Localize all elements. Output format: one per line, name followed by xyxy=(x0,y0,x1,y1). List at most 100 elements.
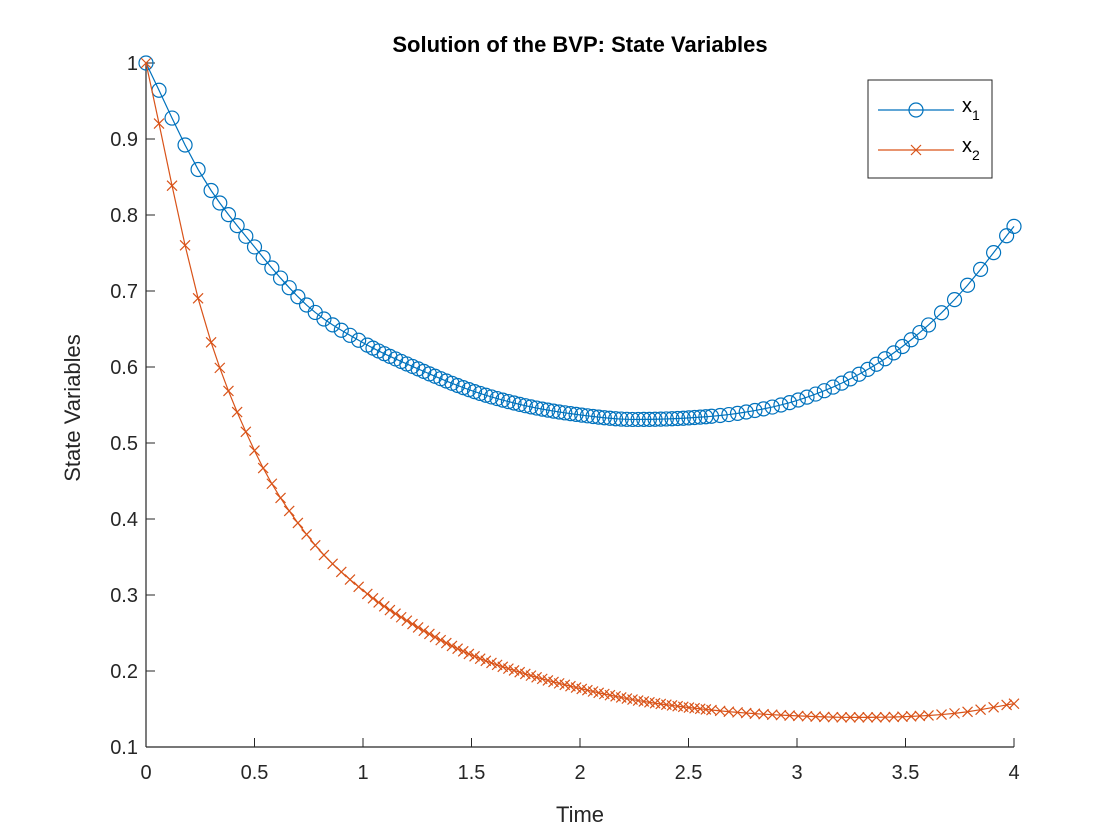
data-point xyxy=(390,608,401,620)
data-point xyxy=(545,403,562,419)
data-point xyxy=(517,398,533,414)
data-point xyxy=(923,710,934,721)
data-point xyxy=(452,643,464,655)
data-point xyxy=(344,574,356,585)
data-point xyxy=(140,57,152,69)
data-point xyxy=(523,399,539,415)
data-point xyxy=(257,462,269,474)
data-point xyxy=(912,324,928,341)
data-point xyxy=(836,711,848,723)
data-point xyxy=(860,361,876,378)
data-point xyxy=(153,118,165,129)
data-point xyxy=(723,706,735,718)
data-point xyxy=(446,640,458,652)
data-point xyxy=(986,245,1002,261)
data-point xyxy=(624,411,641,428)
legend-label: x2 xyxy=(962,135,980,163)
data-point xyxy=(384,604,396,616)
series-x1 xyxy=(138,55,1022,428)
data-point xyxy=(1006,218,1022,234)
series-x2 xyxy=(140,57,1020,723)
data-point xyxy=(463,648,475,660)
data-point xyxy=(825,379,841,395)
data-point xyxy=(378,600,390,612)
data-point xyxy=(681,410,697,426)
data-point xyxy=(790,392,806,408)
data-point xyxy=(429,631,441,643)
data-point xyxy=(551,404,567,420)
data-point xyxy=(495,392,511,408)
x-tick-label: 3.5 xyxy=(892,762,920,784)
data-point xyxy=(591,409,607,425)
legend-marker xyxy=(910,144,922,156)
data-point xyxy=(766,709,778,721)
data-point xyxy=(266,478,278,490)
data-point xyxy=(491,659,503,671)
y-tick-label: 0.2 xyxy=(110,661,138,683)
x-tick-label: 1.5 xyxy=(458,762,486,784)
data-point xyxy=(238,228,254,244)
x-tick-label: 0 xyxy=(140,762,151,784)
data-point xyxy=(764,399,780,415)
data-point xyxy=(318,549,330,561)
data-point xyxy=(585,408,601,425)
data-point xyxy=(275,492,286,504)
data-point xyxy=(190,161,206,178)
data-point xyxy=(203,182,219,199)
y-tick-label: 0.3 xyxy=(110,585,138,607)
data-point xyxy=(440,637,452,649)
data-point xyxy=(214,362,226,374)
data-point xyxy=(949,707,960,719)
data-point xyxy=(782,395,798,411)
data-point xyxy=(164,110,180,126)
data-point xyxy=(568,406,584,422)
data-point xyxy=(619,411,635,427)
data-point xyxy=(946,292,963,308)
legend-label-base: x xyxy=(962,135,972,157)
data-point xyxy=(686,409,703,426)
data-point xyxy=(808,386,824,402)
legend-label-subscript: 2 xyxy=(972,147,980,163)
data-point xyxy=(335,566,347,578)
data-point xyxy=(827,711,839,723)
data-point xyxy=(457,645,469,657)
data-point xyxy=(862,711,874,723)
data-point xyxy=(478,387,494,403)
series-layer xyxy=(138,55,1022,723)
y-tick-label: 0.6 xyxy=(110,357,138,379)
data-point xyxy=(988,701,1000,713)
legend-box xyxy=(867,79,993,179)
data-point xyxy=(246,239,263,255)
data-point xyxy=(469,650,480,662)
data-point xyxy=(325,317,341,333)
data-point xyxy=(732,706,743,718)
data-point xyxy=(936,709,947,721)
data-point xyxy=(401,615,413,627)
data-point xyxy=(692,409,708,425)
data-point xyxy=(367,592,379,604)
data-point xyxy=(758,708,770,720)
data-point xyxy=(613,411,629,427)
data-point xyxy=(801,710,813,722)
data-point xyxy=(231,406,243,418)
data-point xyxy=(351,332,367,348)
data-point xyxy=(283,505,295,517)
data-point xyxy=(1008,698,1020,710)
data-point xyxy=(512,396,528,412)
data-point xyxy=(816,383,832,399)
x-tick-label: 1 xyxy=(357,762,368,784)
data-point xyxy=(540,402,556,418)
data-point xyxy=(920,317,937,333)
data-point xyxy=(205,336,217,348)
data-point xyxy=(528,400,545,416)
data-point xyxy=(879,711,891,723)
y-tick-label: 1 xyxy=(127,53,138,75)
data-point xyxy=(212,195,228,211)
data-point xyxy=(327,558,339,570)
data-point xyxy=(641,411,658,427)
data-point xyxy=(301,529,313,540)
ticks: 0 0.5 1 1.5 2 2.5 3 3.5 4 0.1 0.2 0.3 0.4 0.5 0.6 0.7 0.… xyxy=(110,53,1019,784)
legend-label-base: x xyxy=(962,95,972,117)
data-point xyxy=(799,389,815,405)
